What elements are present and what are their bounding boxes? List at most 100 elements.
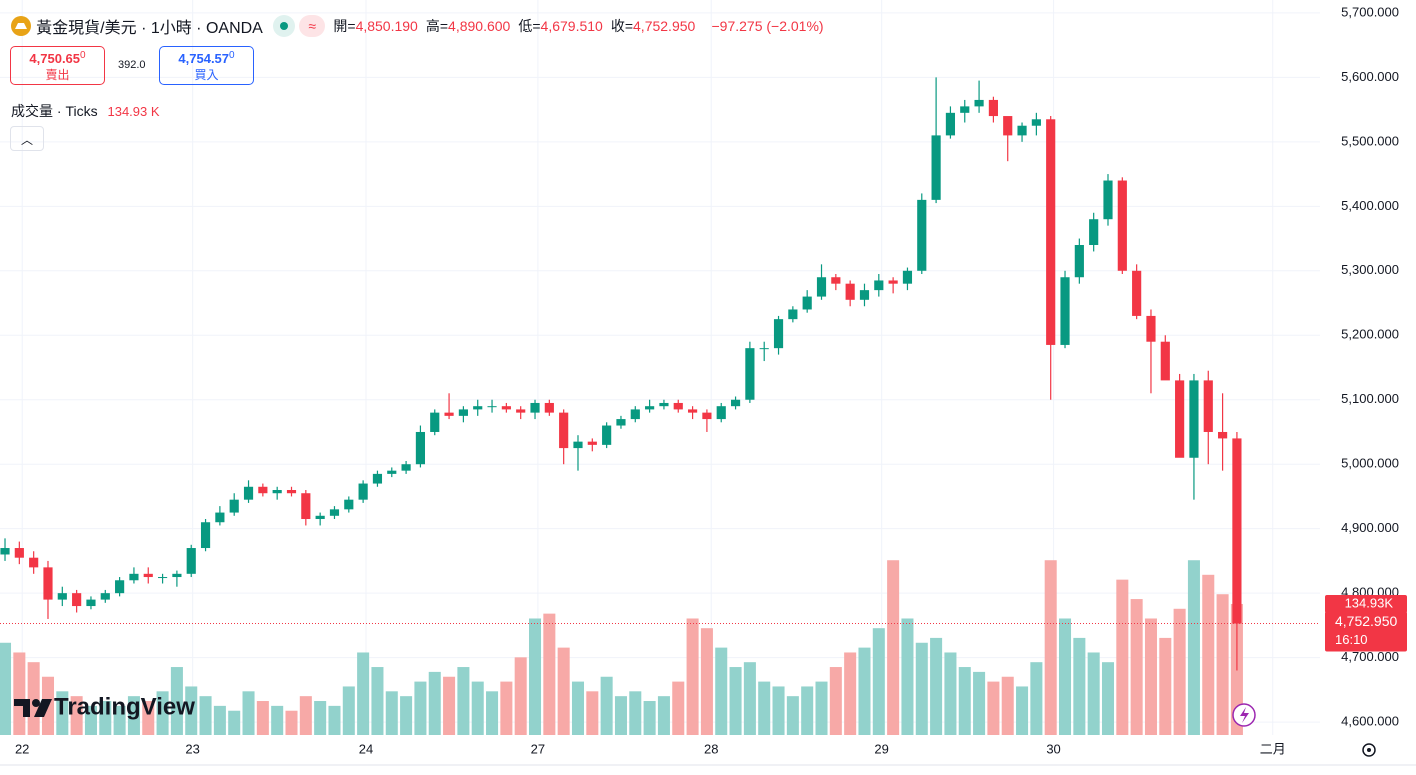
candle-body — [688, 409, 698, 413]
candle-body — [115, 580, 125, 594]
volume-bar — [1044, 560, 1057, 735]
plot-background — [0, 0, 1320, 735]
candle-body — [372, 473, 383, 484]
volume-bar — [199, 696, 212, 735]
candle-body — [1089, 219, 1099, 245]
volume-bar — [1216, 594, 1229, 735]
x-tick-label: 二月 — [1260, 741, 1286, 756]
y-tick-label: 5,000.000 — [1341, 456, 1399, 471]
volume-bar — [715, 647, 728, 735]
candle-body — [1060, 277, 1070, 345]
volume-label-box — [1325, 594, 1407, 613]
volume-bar — [543, 613, 556, 735]
volume-bar — [672, 681, 685, 735]
volume-bar — [915, 642, 928, 735]
volume-title[interactable]: 成交量 · Ticks — [11, 103, 98, 119]
buy-button[interactable]: 4,754.570 買入 — [159, 46, 254, 85]
candle-body — [673, 402, 683, 410]
ohlc-label: 開= — [333, 18, 356, 34]
candle-body — [716, 406, 726, 420]
candle-body — [172, 573, 182, 578]
symbol-title[interactable]: 黃金現貨/美元 · 1小時 · OANDA — [36, 20, 263, 37]
candle-body — [645, 406, 655, 410]
y-tick-label: 5,600.000 — [1341, 69, 1399, 84]
candle-body — [1132, 270, 1142, 316]
sell-pip: 0 — [80, 50, 86, 61]
volume-bar — [1202, 574, 1215, 735]
candle-body — [917, 199, 927, 271]
ohlc-value: 4,752.950 — [633, 18, 696, 34]
volume-bar — [743, 662, 756, 735]
candle-body — [387, 470, 397, 474]
x-tick-label: 29 — [874, 741, 888, 756]
candle-body — [888, 280, 898, 284]
market-open-badge[interactable] — [273, 15, 296, 37]
volume-bar — [84, 705, 97, 735]
volume-bar — [973, 671, 986, 735]
volume-bar — [342, 686, 355, 735]
y-tick-label: 5,100.000 — [1341, 391, 1399, 406]
candle-body — [530, 402, 540, 413]
candle-body — [702, 412, 712, 420]
volume-bars — [0, 560, 1243, 735]
candles — [0, 77, 1242, 671]
candle-body — [902, 270, 913, 284]
volume-bar — [13, 652, 26, 735]
volume-bar — [328, 705, 341, 735]
ohlc-value: 4,850.190 — [355, 18, 418, 34]
volume-bar — [586, 691, 599, 735]
symbol-header: 黃金現貨/美元 · 1小時 · OANDA ≈ 開=4,850.190 高=4,8… — [10, 14, 824, 38]
candle-body — [1017, 125, 1027, 136]
volume-bar — [1059, 618, 1072, 735]
x-tick-label: 27 — [531, 741, 545, 756]
y-tick-label: 5,700.000 — [1341, 4, 1399, 19]
settings-icon[interactable] — [1362, 743, 1376, 757]
brand-logo: TradingView — [14, 693, 195, 722]
change: −97.275 (−2.01%) — [711, 18, 824, 34]
volume-bar — [428, 671, 441, 735]
candle-body — [659, 402, 669, 407]
candle-body — [286, 490, 297, 494]
replay-bolt — [1240, 707, 1249, 723]
x-tick-label: 30 — [1046, 741, 1060, 756]
delay-badge[interactable]: ≈ — [299, 15, 326, 37]
volume-bar — [1016, 686, 1029, 735]
volume-bar — [729, 667, 742, 735]
x-tick-label: 28 — [704, 741, 718, 756]
volume-bar — [872, 628, 885, 735]
candle-body — [29, 557, 39, 568]
collapse-button[interactable]: ︿ — [10, 126, 44, 151]
volume-bar — [514, 657, 527, 735]
volume-bar — [958, 667, 971, 735]
ohlc-label: 低= — [518, 18, 541, 34]
volume-value: 134.93 K — [107, 104, 160, 119]
candle-body — [258, 486, 268, 494]
candle-body — [444, 412, 454, 416]
candle-body — [960, 106, 970, 113]
candle-body — [458, 409, 468, 416]
y-tick-label: 5,300.000 — [1341, 262, 1399, 277]
volume-bar — [930, 637, 943, 735]
volume-bar — [815, 681, 828, 735]
volume-bar — [1144, 618, 1157, 735]
volume-bar — [987, 681, 1000, 735]
candle-body — [730, 399, 741, 407]
y-tick-label: 4,700.000 — [1341, 649, 1399, 664]
volume-bar — [772, 686, 785, 735]
candle-body — [759, 348, 769, 350]
brand-icon — [14, 698, 52, 717]
volume-bar — [414, 681, 427, 735]
y-tick-label: 5,500.000 — [1341, 133, 1399, 148]
symbol-icon — [11, 16, 31, 36]
candle-body — [215, 512, 225, 523]
volume-bar — [1001, 676, 1014, 735]
sell-button[interactable]: 4,750.650 賣出 — [10, 46, 105, 85]
candle-body — [1003, 116, 1013, 136]
candle-body — [516, 409, 526, 413]
candle-body — [1175, 380, 1185, 458]
candle-body — [616, 419, 626, 426]
settings-icon-dot — [1367, 748, 1371, 752]
x-tick-label: 24 — [359, 741, 373, 756]
candle-body — [243, 486, 254, 500]
